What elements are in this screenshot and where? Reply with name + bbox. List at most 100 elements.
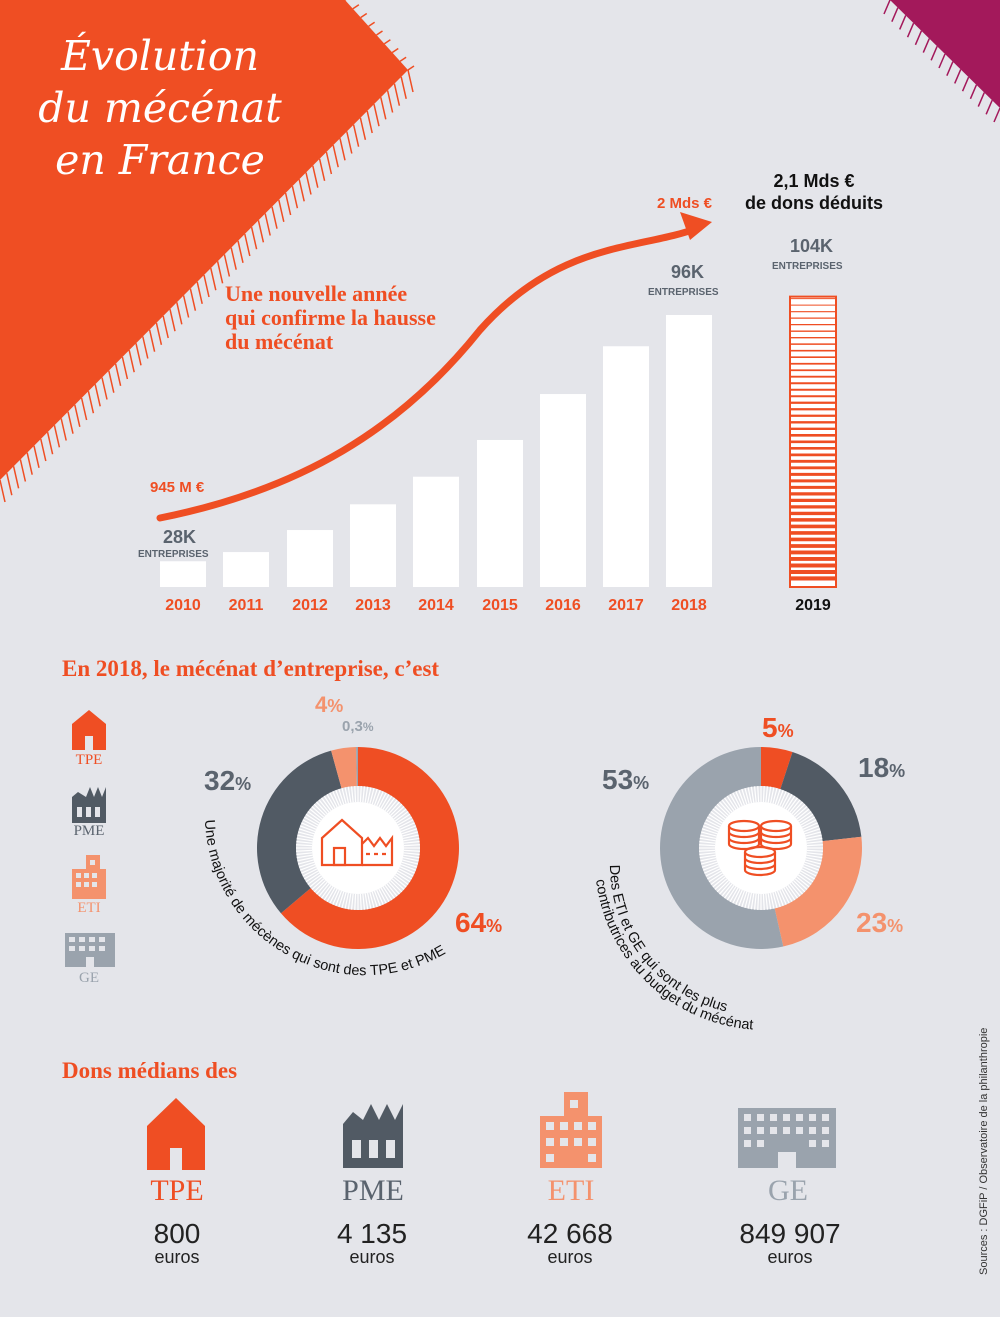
bar-2019 — [789, 295, 837, 589]
pct-d2-ge-value: 53 — [602, 764, 634, 795]
bar-2011 — [223, 552, 269, 587]
median-ge-value: 849 907 — [739, 1218, 841, 1249]
ge-icon-large — [738, 1108, 836, 1168]
eti-icon-large — [540, 1092, 602, 1168]
donut-charts: Une majorité de mécènes qui sont des TPE… — [201, 747, 862, 1033]
pct-d1-pme-value: 32 — [204, 765, 236, 796]
slice-ge — [356, 747, 358, 787]
bar-2013 — [350, 504, 396, 587]
tpe-icon — [72, 710, 106, 750]
bar-2018 — [666, 315, 712, 587]
trend-arrow — [156, 224, 702, 522]
slice-ge — [659, 747, 784, 949]
banner-fringe — [0, 0, 415, 503]
pct-sign: % — [777, 721, 794, 741]
median-tpe-name: TPE — [150, 1174, 204, 1207]
decor-shapes — [0, 0, 1000, 503]
title-banner — [0, 0, 408, 480]
coins-icon — [727, 819, 793, 877]
bar-2012 — [287, 530, 333, 587]
slice-tpe — [280, 747, 459, 949]
tick-2013: 2013 — [355, 597, 391, 614]
amount-2018: 2 Mds € — [657, 195, 713, 212]
count-2019-label: ENTREPRISES — [772, 261, 843, 272]
tpe-icon-large — [147, 1098, 205, 1170]
ge-icon — [65, 933, 115, 967]
pct-d1-tpe-value: 64 — [455, 907, 487, 938]
pct-d1-pme: 32% — [204, 765, 251, 797]
amount-2019: 2,1 Mds € de dons déduits — [738, 170, 890, 214]
source-note: Sources : DGFiP / Observatoire de la phi… — [978, 1027, 990, 1275]
median-pme-value: 4 135 — [336, 1218, 408, 1249]
bar-2010 — [160, 561, 206, 587]
trend-text-line-3: du mécénat — [225, 329, 334, 354]
section3-title: Dons médians des — [62, 1058, 238, 1083]
count-2018-label: ENTREPRISES — [648, 287, 719, 298]
tick-2016: 2016 — [545, 597, 581, 614]
median-tpe-unit: euros — [154, 1247, 200, 1267]
pct-sign: % — [889, 761, 906, 781]
pct-sign: % — [327, 696, 344, 716]
bar-2017 — [603, 346, 649, 587]
trend-text: Une nouvelle année qui confirme la hauss… — [225, 282, 436, 354]
pct-d2-eti: 23% — [856, 907, 903, 939]
pct-d1-eti-value: 4 — [315, 692, 328, 717]
median-pme-unit: euros — [349, 1247, 395, 1267]
trend-arrowhead — [680, 212, 712, 240]
amount-2019-line-2: de dons déduits — [744, 193, 883, 213]
tick-2017: 2017 — [608, 597, 644, 614]
slice-eti — [331, 747, 357, 789]
pct-d2-tpe: 5% — [762, 712, 794, 744]
count-2019: 104K — [790, 236, 834, 256]
median-tpe-value: 800 — [153, 1218, 201, 1249]
median-pme-name: PME — [342, 1174, 404, 1207]
pct-d2-pme-value: 18 — [858, 752, 890, 783]
median-eti-value: 42 668 — [527, 1218, 613, 1249]
slice-tpe — [761, 747, 793, 790]
eti-icon — [72, 855, 106, 899]
tick-2019: 2019 — [795, 597, 831, 614]
count-2018: 96K — [671, 262, 705, 282]
pme-icon-large — [343, 1104, 403, 1168]
pct-sign: % — [362, 720, 374, 734]
legend-ge: GE — [79, 970, 99, 986]
amount-2019-line-1: 2,1 Mds € — [773, 171, 855, 191]
legend-eti: ETI — [77, 900, 101, 916]
bar-2014 — [413, 476, 459, 587]
legend-tpe: TPE — [75, 752, 103, 768]
title-line-2: du mécénat — [38, 84, 282, 132]
tick-2014: 2014 — [418, 597, 454, 614]
slice-pme — [257, 750, 342, 914]
median-ge-unit: euros — [767, 1247, 813, 1267]
bar-2016 — [540, 394, 586, 587]
pme-icon — [72, 787, 106, 823]
donut-chart-2 — [659, 747, 862, 949]
house-factory-icon — [320, 818, 394, 867]
median-ge-name: GE — [768, 1174, 808, 1207]
legend-icons — [65, 710, 115, 967]
pct-d1-ge-value: 0,3 — [342, 718, 363, 735]
median-icons — [147, 1092, 836, 1170]
legend-pme: PME — [73, 823, 105, 839]
amount-2010: 945 M € — [150, 479, 205, 496]
corner-fringe — [883, 0, 1000, 123]
pct-sign: % — [235, 774, 252, 794]
slice-eti — [774, 836, 862, 947]
trend-text-line-2: qui confirme la hausse — [225, 305, 436, 330]
pct-d2-pme: 18% — [858, 752, 905, 784]
median-eti-unit: euros — [547, 1247, 593, 1267]
slice-pme — [780, 752, 862, 842]
pct-d2-tpe-value: 5 — [762, 712, 778, 743]
pct-d1-eti: 4% — [315, 692, 343, 718]
pct-d1-ge: 0,3% — [342, 718, 374, 735]
title-line-3: en France — [55, 136, 265, 184]
title-line-1: Évolution — [61, 32, 259, 80]
donut-chart-1 — [257, 747, 459, 949]
tick-2012: 2012 — [292, 597, 328, 614]
pct-sign: % — [486, 916, 503, 936]
pct-d2-ge: 53% — [602, 764, 649, 796]
bar-chart: 2010 2011 2012 2013 2014 2015 2016 2017 2018 2019 — [156, 212, 837, 614]
tick-2010: 2010 — [165, 597, 201, 614]
bar-2015 — [477, 439, 523, 587]
tick-2018: 2018 — [671, 597, 707, 614]
